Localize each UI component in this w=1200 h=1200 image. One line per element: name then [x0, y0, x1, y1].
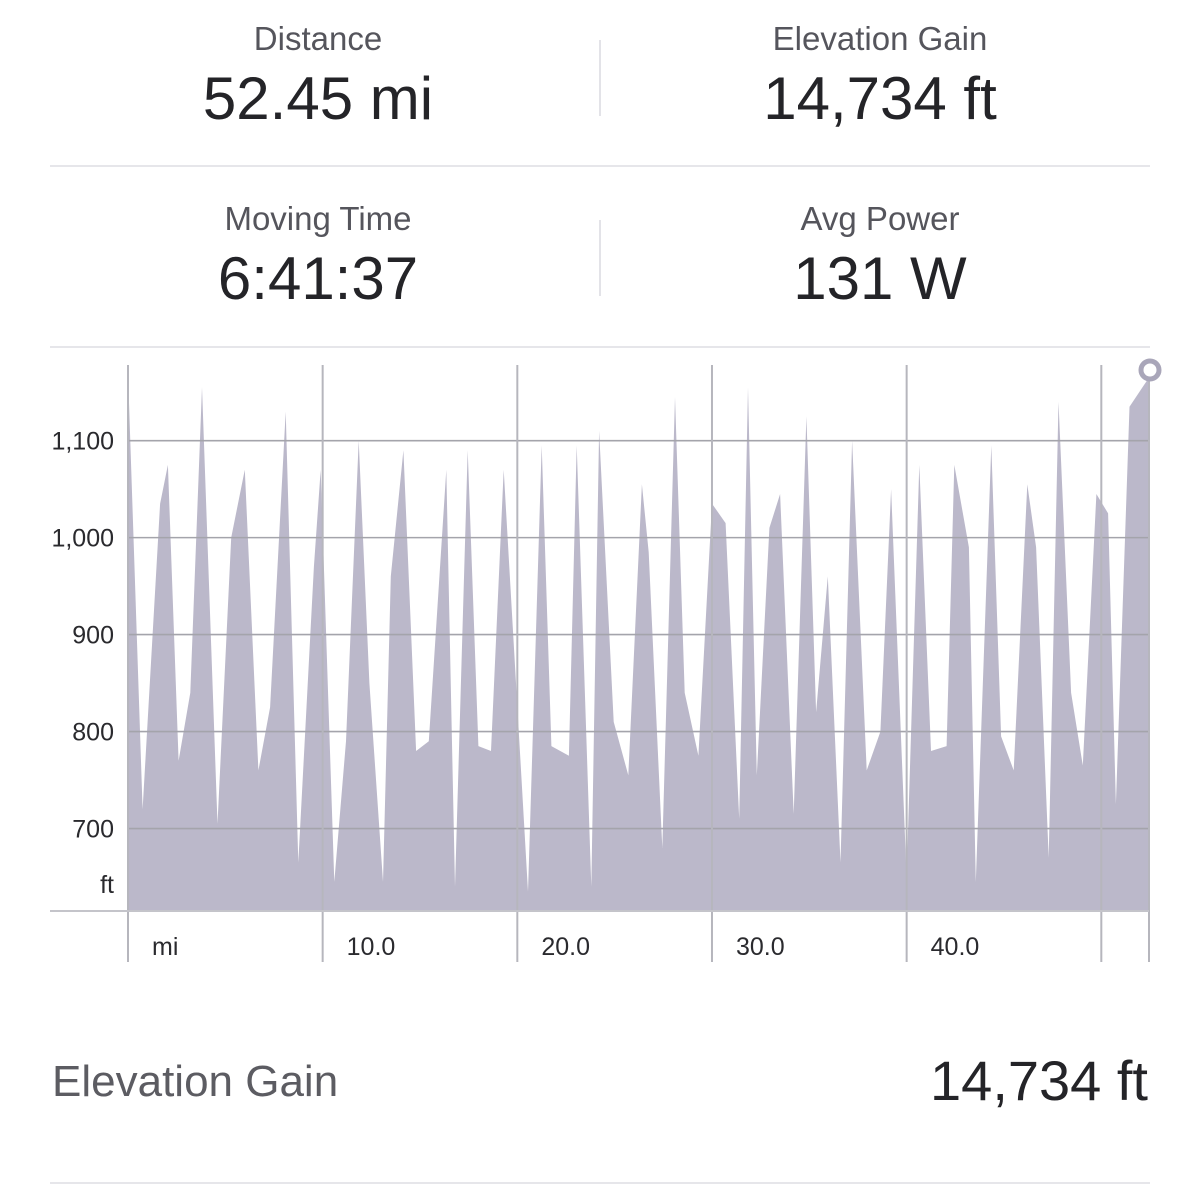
summary-value: 14,734 ft: [930, 1049, 1148, 1112]
x-tick-label: 40.0: [931, 933, 980, 961]
stat-divider: [599, 220, 601, 296]
stat-label: Elevation Gain: [772, 20, 988, 57]
stat-avg-power: Avg Power 131 W: [600, 199, 1160, 315]
x-unit-label: mi: [152, 933, 178, 961]
summary-label: Elevation Gain: [52, 1057, 339, 1106]
stat-moving-time: Moving Time 6:41:37: [38, 199, 598, 315]
stat-label: Avg Power: [800, 200, 960, 237]
section-divider: [50, 346, 1150, 348]
section-divider: [50, 165, 1150, 167]
y-unit-label: ft: [100, 871, 114, 899]
stat-value: 52.45 mi: [202, 65, 434, 132]
stat-value: 14,734 ft: [763, 65, 997, 132]
y-tick-label: 700: [72, 816, 114, 844]
y-tick-label: 1,100: [51, 428, 114, 456]
stat-label: Moving Time: [224, 200, 412, 237]
stat-elevation-gain: Elevation Gain 14,734 ft: [600, 19, 1160, 135]
x-tick-label: 10.0: [347, 933, 396, 961]
y-tick-label: 900: [72, 622, 114, 650]
y-tick-label: 800: [72, 719, 114, 747]
stat-label: Distance: [253, 20, 383, 57]
stat-value: 131 W: [793, 245, 967, 312]
x-tick-label: 30.0: [736, 933, 785, 961]
stat-value: 6:41:37: [217, 245, 419, 312]
stat-distance: Distance 52.45 mi: [38, 19, 598, 135]
bottom-divider: [50, 1182, 1150, 1184]
elevation-area: [128, 372, 1149, 911]
end-marker-icon: [1138, 358, 1162, 382]
elevation-chart[interactable]: 700 800 900 1,000 1,100 ft mi 10.0 20.0 30.0 40.0: [0, 0, 1200, 1000]
stat-divider: [599, 40, 601, 116]
y-tick-label: 1,000: [51, 525, 114, 553]
x-tick-label: 20.0: [541, 933, 590, 961]
